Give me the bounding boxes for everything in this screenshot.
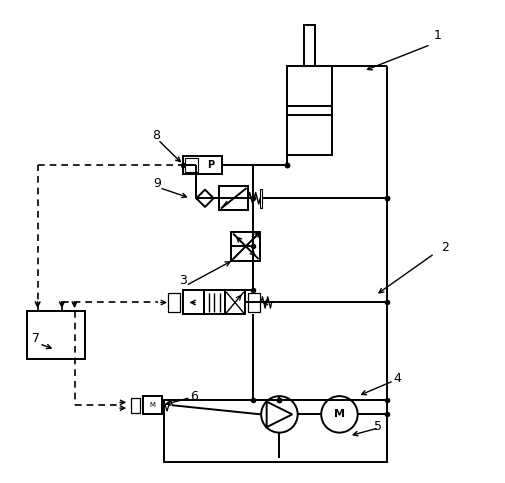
Bar xyxy=(27,311,85,359)
Text: 7: 7 xyxy=(32,332,40,345)
Bar xyxy=(260,189,262,208)
Bar xyxy=(204,290,224,314)
Bar xyxy=(142,396,162,414)
Bar xyxy=(168,293,180,312)
Bar xyxy=(219,186,248,210)
Text: 6: 6 xyxy=(190,390,198,403)
Bar xyxy=(183,156,221,174)
Text: 1: 1 xyxy=(433,28,441,42)
Bar xyxy=(183,290,204,314)
Bar xyxy=(286,66,332,155)
Text: 2: 2 xyxy=(440,241,448,254)
Text: 5: 5 xyxy=(373,420,381,433)
Bar xyxy=(130,398,140,413)
Bar xyxy=(224,290,245,314)
Text: 3: 3 xyxy=(179,274,187,287)
Text: M: M xyxy=(149,402,155,408)
Text: 8: 8 xyxy=(152,129,160,142)
Text: 4: 4 xyxy=(392,372,400,385)
Text: P: P xyxy=(207,160,214,170)
Bar xyxy=(248,293,260,312)
Text: M: M xyxy=(333,410,344,419)
Bar xyxy=(231,232,260,261)
Bar xyxy=(304,26,314,66)
Text: 9: 9 xyxy=(153,177,161,190)
Bar xyxy=(185,158,197,172)
Bar xyxy=(164,400,387,462)
